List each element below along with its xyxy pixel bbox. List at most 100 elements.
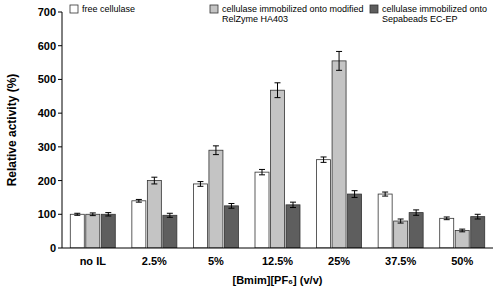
bar [101, 214, 115, 248]
error-cap [90, 212, 96, 213]
bar [394, 221, 408, 248]
bar [224, 206, 238, 248]
error-cap [475, 214, 481, 215]
bar [348, 194, 362, 248]
y-tick [58, 146, 62, 147]
y-tick-label: 300 [38, 141, 56, 153]
legend-line: cellulase immobilized onto modified [222, 4, 364, 14]
error-bar [275, 83, 281, 98]
error-cap [275, 97, 281, 98]
error-cap [444, 216, 450, 217]
x-tick-label: 12.5% [262, 255, 293, 267]
legend-line: Sepabeads EC-EP [382, 14, 458, 24]
error-cap [382, 196, 388, 197]
x-tick-label: 5% [208, 255, 224, 267]
error-bar [321, 157, 327, 162]
chart: 0100200300400500600700no IL2.5%5%12.5%25… [0, 0, 500, 290]
error-bar [136, 199, 142, 202]
error-cap [151, 177, 157, 178]
error-cap [197, 181, 203, 182]
legend-swatch [210, 5, 218, 13]
error-cap [213, 145, 219, 146]
error-cap [136, 202, 142, 203]
bar [70, 214, 84, 248]
bar [132, 201, 146, 248]
legend-label: cellulase immobilized ontoSepabeads EC-E… [382, 4, 487, 24]
y-tick-label: 200 [38, 175, 56, 187]
error-bar [197, 182, 203, 187]
bar [163, 215, 177, 248]
y-axis-label: Relative activity (%) [5, 74, 19, 187]
error-cap [321, 156, 327, 157]
y-tick-label: 0 [50, 242, 56, 254]
y-tick [58, 12, 62, 13]
bar [193, 184, 207, 248]
error-cap [413, 215, 419, 216]
error-cap [459, 229, 465, 230]
bar [271, 90, 285, 248]
bar [255, 172, 269, 248]
error-cap [167, 217, 173, 218]
error-stem [200, 182, 201, 187]
error-cap [413, 209, 419, 210]
error-cap [382, 192, 388, 193]
bar [332, 61, 346, 248]
error-cap [197, 186, 203, 187]
error-cap [475, 219, 481, 220]
bar [147, 181, 161, 248]
x-tick-label: 50% [451, 255, 473, 267]
error-stem [400, 219, 401, 223]
error-cap [259, 174, 265, 175]
error-bar [213, 146, 219, 155]
error-stem [231, 203, 232, 208]
error-cap [321, 162, 327, 163]
legend-item: free cellulase [70, 4, 135, 14]
error-cap [352, 190, 358, 191]
error-cap [444, 219, 450, 220]
error-cap [151, 183, 157, 184]
legend-line: RelZyme HA403 [222, 14, 288, 24]
error-cap [336, 51, 342, 52]
y-tick-label: 100 [38, 208, 56, 220]
legend-swatch [70, 5, 78, 13]
error-cap [336, 70, 342, 71]
legend-label: cellulase immobilized onto modifiedRelZy… [222, 4, 364, 24]
error-bar [105, 213, 111, 216]
error-bar [413, 210, 419, 215]
error-bar [167, 213, 173, 217]
bars [70, 51, 484, 248]
error-cap [259, 169, 265, 170]
error-bar [382, 192, 388, 196]
legend-item: cellulase immobilized onto modifiedRelZy… [210, 4, 364, 24]
y-tick-label: 400 [38, 107, 56, 119]
error-cap [90, 215, 96, 216]
bar [471, 217, 485, 248]
bar [286, 205, 300, 248]
x-tick-label: 25% [328, 255, 350, 267]
x-tick-label: no IL [80, 255, 107, 267]
error-cap [352, 197, 358, 198]
y-tick [58, 79, 62, 80]
y-tick-label: 600 [38, 40, 56, 52]
error-cap [290, 207, 296, 208]
error-stem [169, 213, 170, 217]
error-bar [459, 229, 465, 232]
error-bar [259, 169, 265, 174]
x-axis-label: [Bmim][PF₆] (v/v) [233, 274, 323, 286]
error-cap [275, 82, 281, 83]
bar [409, 213, 423, 248]
y-tick-label: 700 [38, 6, 56, 18]
y-axis [62, 12, 63, 248]
error-cap [213, 154, 219, 155]
error-cap [74, 213, 80, 214]
legend-swatch [370, 5, 378, 13]
bar [440, 218, 454, 248]
legend-line: cellulase immobilized onto [382, 4, 487, 14]
y-tick [58, 180, 62, 181]
legend-label: free cellulase [82, 4, 135, 14]
error-bar [352, 191, 358, 198]
error-stem [215, 146, 216, 155]
error-cap [228, 203, 234, 204]
error-stem [354, 191, 355, 198]
error-stem [416, 210, 417, 215]
